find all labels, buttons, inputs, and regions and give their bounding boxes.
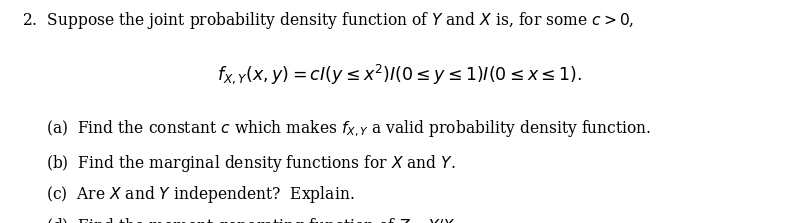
Text: 2.  Suppose the joint probability density function of $Y$ and $X$ is, for some $: 2. Suppose the joint probability density… [22,10,634,31]
Text: (c)  Are $X$ and $Y$ independent?  Explain.: (c) Are $X$ and $Y$ independent? Explain… [46,184,355,205]
Text: (b)  Find the marginal density functions for $X$ and $Y$.: (b) Find the marginal density functions … [46,153,456,174]
Text: $f_{X,Y}(x, y) = cI(y \leq x^2)I(0 \leq y \leq 1)I(0 \leq x \leq 1).$: $f_{X,Y}(x, y) = cI(y \leq x^2)I(0 \leq … [218,62,582,86]
Text: (d)  Find the moment generating function of $Z = Y/X$.: (d) Find the moment generating function … [46,216,459,223]
Text: (a)  Find the constant $c$ which makes $f_{X,Y}$ a valid probability density fun: (a) Find the constant $c$ which makes $f… [46,118,652,139]
